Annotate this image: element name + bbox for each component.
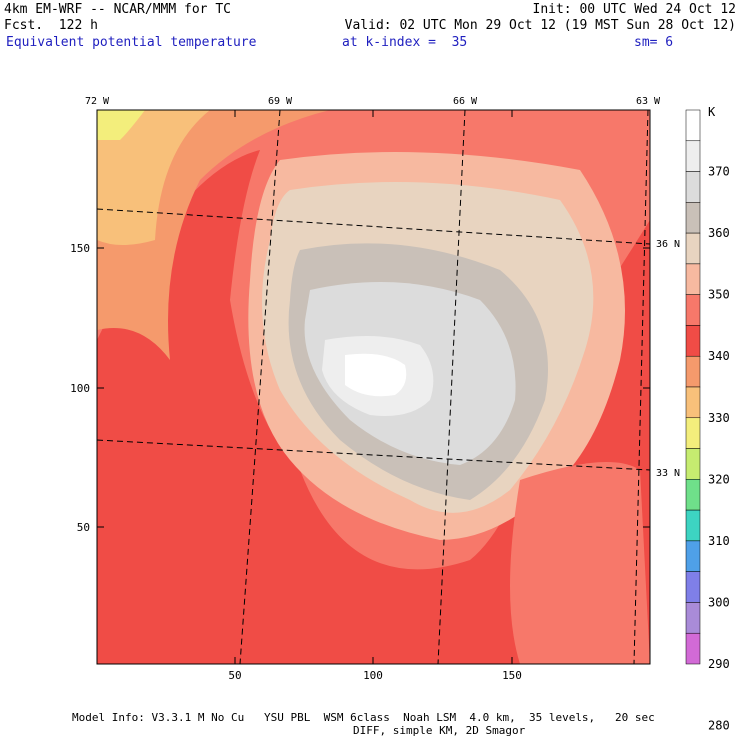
longitude-label: 69 W: [268, 96, 293, 107]
colorbar-swatch: [685, 448, 701, 480]
colorbar-swatch: [685, 294, 701, 326]
y-tick-label: 150: [70, 242, 90, 255]
colorbar-swatch: [685, 509, 701, 542]
colorbar-swatch: [685, 479, 701, 511]
init-time: Init: 00 UTC Wed 24 Oct 12: [532, 2, 737, 17]
model-info-diffusion: DIFF, simple KM, 2D Smagor: [353, 724, 526, 737]
colorbar-level-label: 360: [708, 226, 730, 240]
latitude-line-33n: [97, 439, 650, 471]
colorbar-level-label: 300: [708, 595, 730, 609]
colorbar-swatch: [685, 540, 701, 572]
field-name: Equivalent potential temperature: [6, 35, 257, 50]
longitude-label: 72 W: [85, 96, 110, 107]
longitude-label: 63 W: [636, 96, 661, 107]
valid-time: Valid: 02 UTC Mon 29 Oct 12 (19 MST Sun …: [344, 18, 736, 33]
model-title: 4km EM-WRF -- NCAR/MMM for TC: [4, 2, 231, 17]
field-patch-se: [510, 462, 650, 664]
colorbar-level-label: 330: [708, 411, 730, 425]
colorbar-swatch: [685, 386, 701, 419]
colorbar-level-label: 340: [708, 349, 730, 363]
x-tick-label: 100: [363, 669, 383, 682]
latitude-label: 36 N: [656, 239, 680, 250]
level-info: at k-index = 35: [342, 35, 468, 50]
longitude-line-63w: [633, 110, 649, 664]
colorbar-level-label: 320: [708, 472, 730, 486]
x-tick-label: 50: [228, 669, 241, 682]
colorbar-swatch: [685, 602, 701, 634]
colorbar-swatch: [685, 202, 701, 234]
colorbar-swatch: [685, 632, 701, 665]
y-tick-label: 50: [77, 521, 90, 534]
field-band-320: [97, 110, 145, 140]
colorbar-level-label: 310: [708, 534, 730, 548]
colorbar-swatch: [685, 355, 701, 388]
colorbar-swatch: [685, 140, 701, 172]
graticule: [97, 110, 650, 664]
model-info: Model Info: V3.3.1 M No Cu YSU PBL WSM 6…: [72, 711, 655, 724]
colorbar-swatch: [685, 325, 701, 357]
colorbar-level-label: 350: [708, 288, 730, 302]
smoothing-info: sm= 6: [634, 35, 674, 50]
forecast-hour: Fcst. 122 h: [4, 18, 98, 33]
longitude-label: 66 W: [453, 96, 478, 107]
colorbar-swatch: [685, 417, 701, 449]
y-tick-label: 100: [70, 382, 90, 395]
longitude-line-69w: [239, 110, 281, 664]
longitude-line-66w: [437, 110, 466, 664]
colorbar-swatch: [685, 571, 701, 603]
theta-e-field: [97, 110, 650, 664]
colorbar-level-label: 370: [708, 165, 730, 179]
colorbar-swatch: [685, 232, 701, 265]
latitude-line-36n: [97, 208, 650, 245]
x-tick-label: 150: [502, 669, 522, 682]
field-band-325: [97, 110, 210, 245]
colorbar-swatch: [685, 109, 701, 142]
colorbar-unit-label: K: [708, 105, 716, 119]
axis-ticks: [97, 110, 650, 664]
colorbar-level-label: 280: [708, 719, 730, 733]
latitude-label: 33 N: [656, 468, 680, 479]
colorbar-swatch: [685, 263, 701, 295]
colorbar: K 370 360 350 340 330 320 310 300 290 280: [685, 105, 730, 733]
colorbar-level-label: 290: [708, 657, 730, 671]
field-core: [345, 353, 407, 397]
colorbar-swatch: [685, 171, 701, 203]
